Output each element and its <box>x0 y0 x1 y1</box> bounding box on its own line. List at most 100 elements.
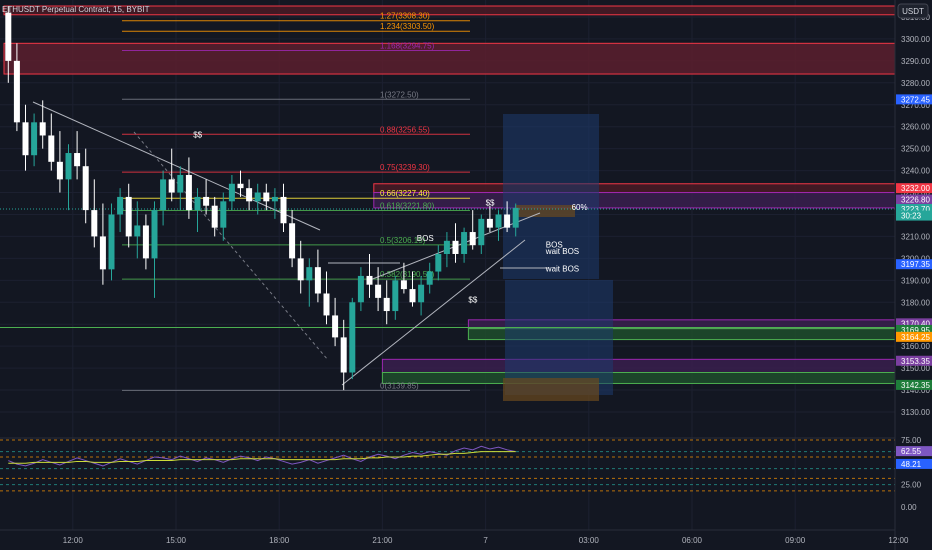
fib-label: 0.66(3227.40) <box>380 189 430 198</box>
price-tag-text: 3272.45 <box>901 95 930 104</box>
candle <box>151 201 158 298</box>
candle <box>65 144 72 211</box>
candle <box>228 174 235 211</box>
candle-body <box>48 135 55 162</box>
candle <box>108 203 115 281</box>
price-tag-bg <box>896 210 932 221</box>
rsi-tick: 0.00 <box>901 503 917 512</box>
rsi-tag-bg <box>896 458 932 469</box>
candle <box>392 275 399 320</box>
price-tick: 3160.00 <box>901 342 930 351</box>
price-tag-text: 3232.00 <box>901 184 930 193</box>
candle-body <box>125 196 132 237</box>
rsi-tag-text: 48.21 <box>901 460 922 469</box>
price-tag-bg <box>896 318 932 329</box>
candle-body <box>478 218 485 246</box>
price-tag: 3232.00 <box>896 183 932 194</box>
candle-body <box>461 232 468 254</box>
time-tick: 18:00 <box>269 536 290 545</box>
candle <box>469 210 476 250</box>
candle-body <box>306 267 313 281</box>
price-tag-bg <box>896 324 932 335</box>
trendline-descending <box>32 101 321 231</box>
price-tag-text: 3197.35 <box>901 260 930 269</box>
candle-body <box>263 192 270 202</box>
rsi-ma-line <box>8 451 516 464</box>
candle-body <box>39 122 46 136</box>
candle-body <box>237 183 244 189</box>
candle <box>349 297 356 380</box>
candle <box>5 6 12 83</box>
candle <box>117 188 124 233</box>
price-tag: 3197.35 <box>896 259 932 270</box>
price-tick: 3280.00 <box>901 79 930 88</box>
price-tag-text: 3169.95 <box>901 326 930 335</box>
fib-label: 1.234(3303.50) <box>380 22 435 31</box>
candle <box>400 262 407 294</box>
price-tag-text: 3223.70 <box>901 205 930 214</box>
candle <box>383 280 390 325</box>
candle-body <box>495 214 502 228</box>
candle <box>297 240 304 294</box>
candle <box>31 113 38 167</box>
candlestick-series <box>5 6 519 391</box>
annotation-text: wait BOS <box>545 265 579 274</box>
price-tag-bg <box>896 259 932 270</box>
candle <box>168 148 175 202</box>
price-tag-text: 3170.40 <box>901 319 930 328</box>
zone-rect <box>3 42 896 75</box>
price-tick: 3140.00 <box>901 386 930 395</box>
time-axis: 12:00 15:00 18:00 21:00 7 03:00 06:00 09:00 12:0… <box>63 536 909 545</box>
rsi-tick: 25.00 <box>901 481 922 490</box>
candle-body <box>297 258 304 281</box>
price-tick: 3240.00 <box>901 167 930 176</box>
fib-label: 0(3139.85) <box>380 381 419 390</box>
candle-body <box>323 293 330 316</box>
candle <box>82 148 89 224</box>
price-tag: 3170.40 <box>896 318 932 329</box>
price-tag: 3272.45 <box>896 94 932 105</box>
candle-body <box>349 302 356 373</box>
candle-body <box>392 280 399 312</box>
candle <box>512 203 519 237</box>
candle <box>203 179 210 215</box>
price-tag-bg <box>896 183 932 194</box>
candle-body <box>99 236 106 270</box>
time-tick: 7 <box>483 536 488 545</box>
stop-box-upper <box>515 205 575 217</box>
price-tag: 3153.35 <box>896 355 932 366</box>
candle-body <box>314 267 321 294</box>
stop-box <box>503 378 599 401</box>
currency-button[interactable]: USDT <box>897 3 929 19</box>
candle <box>177 166 184 211</box>
candle-body <box>383 297 390 312</box>
candle-body <box>375 284 382 298</box>
candle <box>185 157 192 219</box>
candle-body <box>56 161 63 180</box>
candle <box>254 183 261 215</box>
candle-body <box>504 214 511 228</box>
rsi-tag: 62.55 <box>896 446 932 457</box>
channel-lower <box>341 239 526 386</box>
candle <box>461 227 468 263</box>
price-tag-bg <box>896 194 932 205</box>
candle-body <box>409 289 416 303</box>
candle <box>263 183 270 211</box>
zone-rect <box>381 358 896 373</box>
candle <box>426 262 433 294</box>
candle-body <box>452 240 459 254</box>
candle <box>409 271 416 307</box>
candle <box>142 214 149 270</box>
annotation-text: BOS <box>417 234 434 243</box>
price-tag-bg <box>896 379 932 390</box>
candle <box>504 201 511 233</box>
price-tick: 3250.00 <box>901 145 930 154</box>
candle <box>99 203 106 285</box>
price-tick: 3190.00 <box>901 276 930 285</box>
position-tool <box>503 114 613 401</box>
candle-body <box>91 210 98 237</box>
candle-body <box>271 196 278 202</box>
candle-body <box>357 275 364 303</box>
annotation-text: $$ <box>486 199 495 208</box>
